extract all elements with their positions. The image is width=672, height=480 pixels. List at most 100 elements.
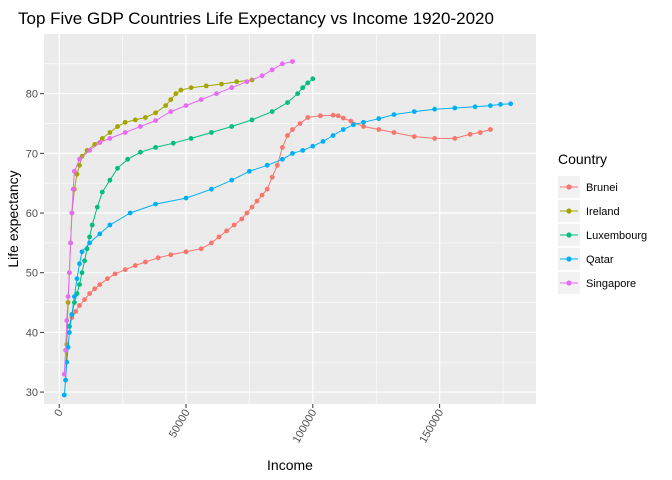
data-point	[209, 186, 214, 192]
data-point	[132, 117, 138, 123]
data-point	[300, 85, 306, 91]
data-point	[69, 210, 75, 216]
data-point	[122, 130, 128, 135]
series-qatar	[61, 101, 513, 398]
data-point	[472, 104, 478, 110]
data-point	[234, 79, 240, 85]
data-point	[143, 259, 148, 265]
y-axis: 30 40 50 60 70 80	[26, 89, 44, 399]
data-point	[305, 115, 311, 120]
data-point	[107, 177, 113, 183]
data-point	[67, 324, 72, 329]
y-tick-label: 30	[26, 387, 38, 399]
data-point	[269, 67, 275, 73]
series-line	[68, 78, 314, 327]
data-point	[188, 136, 194, 141]
legend-key-point	[566, 256, 572, 262]
data-point	[183, 103, 189, 108]
data-point	[143, 115, 148, 120]
data-point	[247, 168, 252, 174]
data-point	[376, 116, 382, 122]
data-point	[107, 130, 113, 135]
data-point	[340, 127, 346, 132]
data-point	[249, 117, 255, 123]
data-point	[229, 177, 235, 183]
data-point	[231, 222, 237, 228]
data-point	[290, 151, 295, 156]
data-point	[153, 110, 159, 116]
data-point	[64, 318, 70, 323]
x-tick-label: 50000	[167, 408, 193, 440]
legend-label: Qatar	[586, 254, 614, 266]
x-tick-label: 150000	[417, 408, 446, 446]
data-point	[285, 100, 290, 105]
data-point	[340, 115, 346, 121]
y-tick-label: 50	[26, 268, 38, 280]
data-point	[122, 119, 128, 125]
x-axis-title: Income	[267, 457, 313, 473]
series-singapore	[61, 59, 295, 377]
data-point	[77, 303, 82, 308]
data-point	[173, 91, 179, 97]
legend-label: Brunei	[586, 182, 618, 194]
data-point	[87, 291, 92, 296]
data-point	[105, 276, 110, 282]
series-line	[63, 61, 293, 375]
data-point	[61, 371, 67, 377]
data-point	[178, 87, 184, 93]
legend-item-brunei: Brunei	[558, 176, 618, 198]
data-point	[300, 148, 306, 153]
legend-item-luxembourg: Luxembourg	[558, 224, 647, 246]
data-point	[125, 156, 131, 162]
data-point	[82, 297, 87, 302]
data-point	[264, 162, 270, 168]
data-point	[310, 76, 316, 82]
data-point	[280, 145, 285, 150]
series-luxembourg	[67, 76, 316, 329]
data-point	[99, 189, 105, 195]
data-point	[153, 118, 159, 123]
data-point	[122, 267, 128, 273]
legend-key-point	[566, 232, 572, 238]
data-point	[285, 133, 290, 138]
data-point	[348, 118, 354, 124]
data-point	[67, 270, 72, 276]
data-point	[99, 136, 105, 141]
data-point	[351, 122, 356, 128]
legend: Country Brunei Ireland Luxembourg Qatar Sing…	[556, 151, 666, 300]
data-point	[280, 61, 285, 67]
data-point	[72, 294, 77, 299]
plot-background	[44, 34, 536, 404]
data-point	[498, 102, 503, 107]
data-point	[318, 113, 323, 119]
data-point	[361, 124, 366, 129]
data-point	[153, 145, 159, 150]
data-point	[259, 192, 265, 198]
data-point	[320, 139, 326, 144]
legend-item-qatar: Qatar	[558, 248, 614, 270]
series-layer	[61, 59, 513, 398]
data-point	[61, 392, 67, 398]
y-tick-label: 70	[26, 148, 38, 160]
x-axis: 0 50000 100000 150000	[52, 404, 446, 445]
data-point	[74, 276, 80, 282]
data-point	[87, 234, 92, 240]
data-point	[63, 377, 68, 383]
data-point	[97, 231, 103, 237]
data-point	[138, 124, 143, 129]
y-tick-label: 40	[26, 327, 38, 339]
data-point	[310, 143, 316, 149]
data-point	[259, 73, 265, 79]
data-point	[132, 263, 138, 268]
data-point	[297, 121, 303, 126]
legend-label: Luxembourg	[586, 230, 647, 242]
legend-key-point	[566, 184, 572, 190]
data-point	[82, 258, 87, 264]
data-point	[335, 113, 341, 119]
data-point	[115, 165, 120, 171]
legend-label: Singapore	[586, 278, 636, 290]
data-point	[168, 97, 174, 102]
data-point	[188, 85, 194, 91]
grid-layer	[44, 34, 536, 404]
